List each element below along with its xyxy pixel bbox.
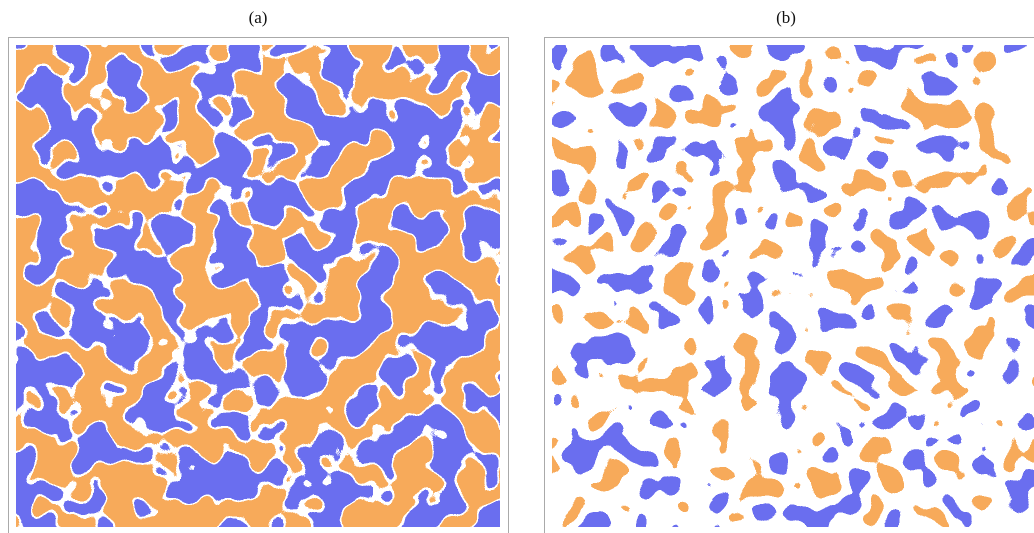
pattern — [552, 45, 1034, 527]
panel-label: (b) — [776, 8, 796, 27]
panel-label: (a) — [249, 8, 268, 27]
figure: (a) (b) — [0, 0, 1034, 533]
pattern — [16, 45, 500, 527]
page: (a) (b) (() => { const data = JSON.parse… — [0, 0, 1034, 533]
